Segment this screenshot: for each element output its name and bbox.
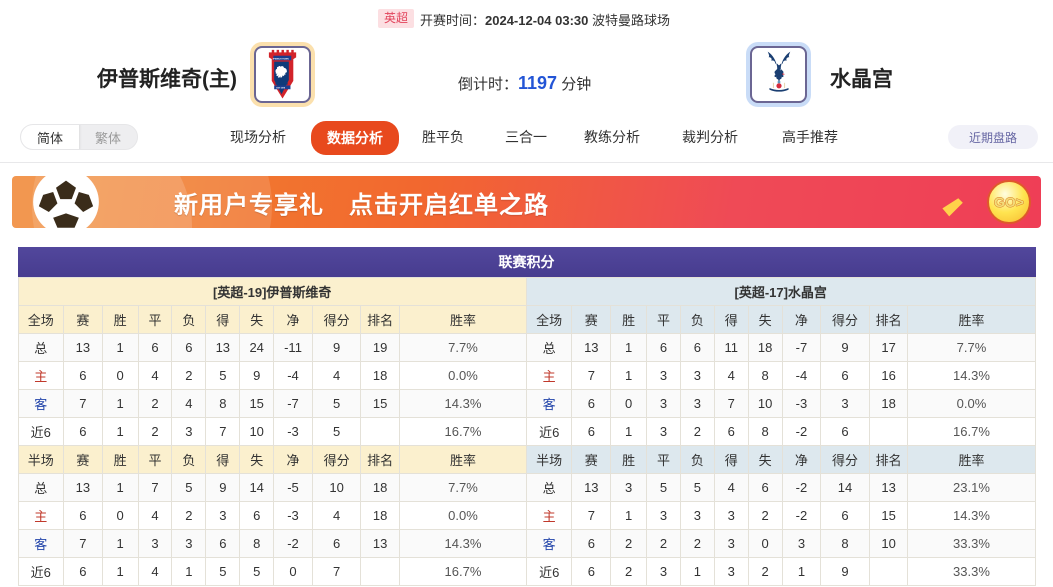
- svg-text:IPSWICH TOWN: IPSWICH TOWN: [272, 58, 288, 60]
- svg-text:EST 1878: EST 1878: [276, 87, 286, 89]
